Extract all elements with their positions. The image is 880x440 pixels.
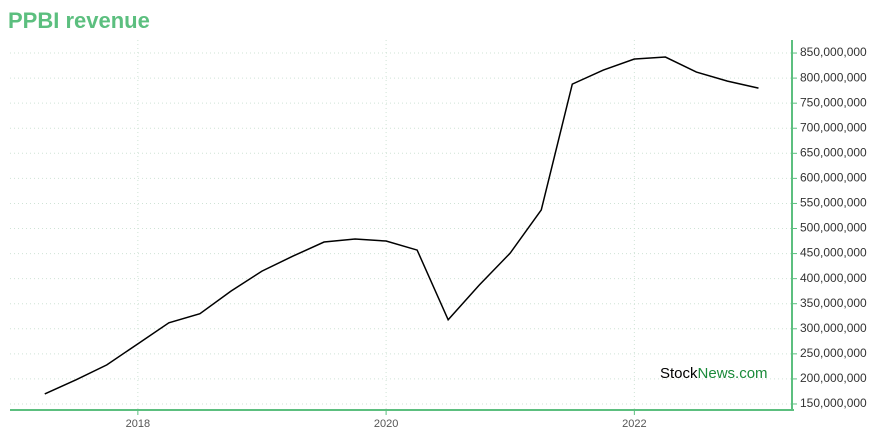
y-tick-label: 250,000,000 bbox=[800, 346, 867, 360]
y-tick-label: 750,000,000 bbox=[800, 95, 867, 109]
y-tick-label: 700,000,000 bbox=[800, 120, 867, 134]
y-tick-label: 650,000,000 bbox=[800, 145, 867, 159]
y-tick-label: 600,000,000 bbox=[800, 171, 867, 185]
y-tick-label: 300,000,000 bbox=[800, 321, 867, 335]
y-tick-label: 150,000,000 bbox=[800, 396, 867, 410]
watermark: StockNews.com bbox=[660, 365, 768, 382]
y-tick-label: 850,000,000 bbox=[800, 45, 867, 59]
watermark-news: News.com bbox=[698, 365, 768, 382]
y-tick-label: 350,000,000 bbox=[800, 296, 867, 310]
chart-title: PPBI revenue bbox=[8, 8, 150, 33]
watermark-stock: Stock bbox=[660, 365, 698, 382]
y-tick-label: 200,000,000 bbox=[800, 371, 867, 385]
y-tick-label: 550,000,000 bbox=[800, 196, 867, 210]
x-tick-label: 2020 bbox=[374, 418, 398, 430]
x-tick-label: 2018 bbox=[126, 418, 150, 430]
line-series bbox=[44, 56, 759, 395]
x-tick-label: 2022 bbox=[622, 418, 646, 430]
y-tick-label: 450,000,000 bbox=[800, 246, 867, 260]
y-tick-label: 400,000,000 bbox=[800, 271, 867, 285]
y-tick-label: 500,000,000 bbox=[800, 221, 867, 235]
y-tick-label: 800,000,000 bbox=[800, 70, 867, 84]
